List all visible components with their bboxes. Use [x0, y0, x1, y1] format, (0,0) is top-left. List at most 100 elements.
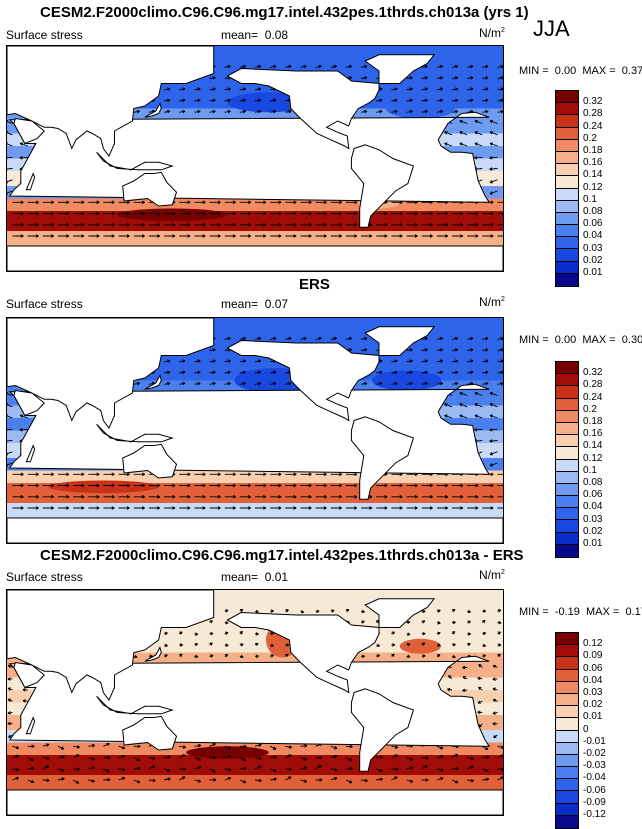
- stress-vector: [285, 472, 297, 477]
- stress-vector: [285, 754, 292, 758]
- stress-vector: [345, 757, 352, 762]
- stress-vector: [482, 654, 487, 658]
- stress-vector: [224, 631, 229, 636]
- stress-vector: [239, 87, 247, 91]
- stress-vector: [270, 768, 277, 772]
- stress-vector: [497, 87, 503, 91]
- stress-vector: [497, 98, 503, 103]
- stress-vector: [482, 619, 486, 624]
- colorbar-swatch: [556, 803, 578, 816]
- colorbar-tick-label: 0.01: [583, 267, 603, 278]
- stress-vector: [12, 483, 24, 488]
- stress-vector: [7, 190, 13, 195]
- stress-vector: [12, 234, 24, 238]
- stress-vector: [467, 98, 474, 103]
- map-svg: [7, 46, 503, 271]
- stress-vector: [421, 620, 426, 624]
- stress-vector: [406, 757, 414, 761]
- stress-vector: [179, 211, 191, 216]
- panel1-map: [6, 45, 504, 272]
- stress-vector: [467, 76, 474, 80]
- stress-vector: [133, 381, 140, 386]
- stress-vector: [72, 779, 80, 784]
- colorbar-tick-label: 0.06: [583, 489, 603, 501]
- stress-vector: [436, 234, 449, 238]
- stress-vector: [285, 381, 292, 386]
- colorbar-tick-label: -0.06: [583, 784, 606, 796]
- stress-vector: [391, 653, 395, 658]
- stress-vector: [447, 687, 453, 692]
- stress-vector: [406, 98, 413, 103]
- stress-vector: [285, 223, 297, 227]
- stress-vector: [209, 742, 216, 747]
- stress-vector: [436, 76, 444, 80]
- colorbar-swatch: [556, 273, 578, 286]
- stress-vector: [7, 451, 13, 456]
- colorbar-tick-label: 0.1: [583, 464, 597, 476]
- season-label: JJA: [533, 16, 570, 41]
- stress-vector: [103, 211, 115, 216]
- stress-vector: [224, 381, 231, 386]
- stress-vector: [421, 483, 433, 488]
- stress-vector: [270, 98, 277, 103]
- panel2-max-value: 0.30: [621, 334, 642, 346]
- stress-vector: [224, 506, 236, 510]
- stress-vector: [421, 642, 426, 646]
- stress-vector: [224, 472, 236, 477]
- stress-vector: [42, 483, 55, 488]
- stress-vector: [254, 109, 262, 114]
- stress-vector: [194, 98, 201, 103]
- stress-vector: [489, 131, 498, 136]
- stress-vector: [436, 483, 449, 488]
- stress-vector: [451, 87, 459, 91]
- stress-vector: [254, 336, 262, 341]
- stress-vector: [239, 211, 252, 216]
- japan-land: [144, 646, 162, 662]
- stress-vector: [330, 64, 337, 69]
- stress-vector: [436, 745, 444, 750]
- stress-vector: [451, 336, 459, 341]
- stress-vector: [118, 745, 126, 750]
- stress-vector: [148, 223, 161, 227]
- stress-vector: [497, 235, 503, 237]
- stress-vector: [467, 64, 474, 69]
- stress-vector: [300, 211, 312, 216]
- stress-vector: [285, 200, 297, 205]
- stress-vector: [7, 428, 13, 432]
- stress-vector: [209, 211, 221, 216]
- stress-vector: [12, 200, 24, 205]
- stress-vector: [330, 483, 343, 488]
- stress-vector: [436, 381, 444, 386]
- stress-vector: [239, 370, 247, 375]
- colorbar-swatch: [556, 520, 578, 533]
- stress-vector: [88, 743, 96, 748]
- colorbar-tick-label: 0.1: [583, 193, 597, 205]
- stress-vector: [361, 381, 368, 386]
- stress-vector: [315, 472, 327, 477]
- stress-vector: [497, 348, 503, 352]
- colorbar-swatch: [556, 200, 578, 213]
- stress-vector: [118, 234, 130, 238]
- stress-vector: [406, 211, 418, 216]
- panel1-mean: mean= 0.08: [221, 28, 288, 42]
- south-america-land: [350, 416, 415, 500]
- stress-vector: [58, 472, 70, 477]
- colorbar-swatch: [556, 693, 578, 707]
- stress-vector: [482, 223, 494, 227]
- colorbar-swatch: [556, 188, 578, 201]
- stress-vector: [254, 743, 262, 747]
- stress-vector: [27, 472, 39, 477]
- stress-vector: [451, 620, 456, 625]
- panel3-mean-label: mean=: [221, 570, 259, 584]
- stress-vector: [376, 211, 388, 216]
- colorbar-tick-label: 0.32: [583, 96, 603, 108]
- colorbar-tick-label: 0.18: [583, 416, 603, 427]
- stress-vector: [239, 766, 247, 771]
- stress-vector: [194, 654, 199, 659]
- stress-vector: [497, 776, 503, 781]
- stress-vector: [315, 336, 322, 341]
- stress-vector: [436, 609, 441, 613]
- stress-vector: [224, 211, 236, 216]
- stress-vector: [164, 98, 171, 103]
- stress-vector: [462, 665, 468, 670]
